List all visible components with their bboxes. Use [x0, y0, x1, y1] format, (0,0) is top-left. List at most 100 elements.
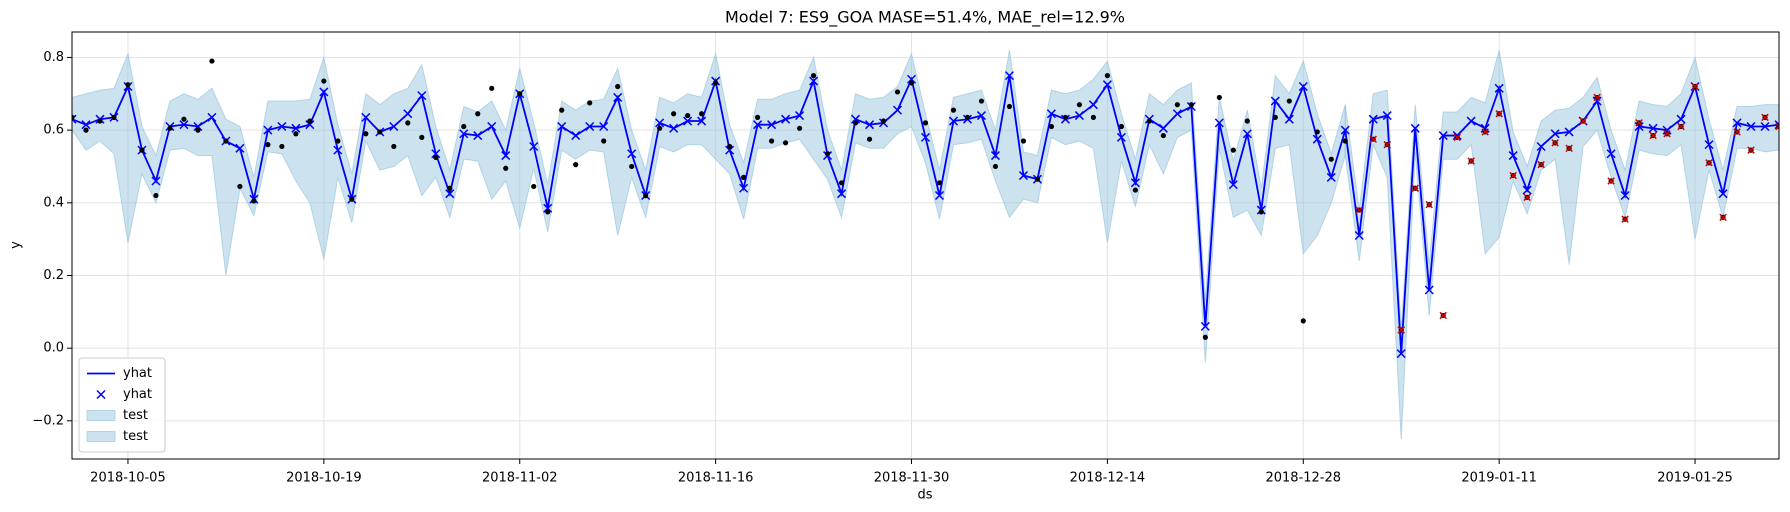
- test-point-cross: [1621, 215, 1629, 223]
- test-point: [1621, 215, 1629, 223]
- y-axis-label: y: [9, 241, 24, 249]
- test-point: [1481, 128, 1489, 136]
- forecast-marker: [1592, 96, 1602, 106]
- test-point-cross: [1775, 122, 1779, 131]
- forecast-marker: [781, 114, 791, 124]
- forecast-marker: [319, 87, 329, 97]
- forecast-marker: [1382, 111, 1392, 121]
- test-point: [1649, 131, 1657, 140]
- forecast-marker: [417, 91, 427, 101]
- forecast-marker: [1536, 141, 1546, 152]
- forecast-marker: [263, 125, 273, 135]
- forecast-marker: [948, 116, 959, 126]
- actual-point: [83, 127, 89, 133]
- actual-point: [559, 107, 565, 113]
- actual-point: [181, 116, 187, 122]
- x-tick-label: 2018-10-05: [90, 471, 166, 486]
- forecast-marker: [1228, 180, 1238, 190]
- actual-point: [1020, 138, 1027, 144]
- forecast-marker: [906, 74, 917, 84]
- actual-point: [335, 138, 341, 144]
- forecast-marker: [1550, 129, 1560, 139]
- actual-point: [447, 185, 453, 191]
- actual-point: [1188, 102, 1194, 108]
- forecast-marker: [1354, 230, 1364, 241]
- actual-point: [573, 162, 579, 168]
- x-tick-label: 2018-11-16: [678, 471, 754, 486]
- forecast-marker: [473, 131, 483, 141]
- test-point: [1565, 144, 1573, 153]
- forecast-marker: [571, 131, 581, 141]
- test-point: [1635, 119, 1643, 127]
- forecast-marker: [1018, 171, 1028, 181]
- forecast-marker: [179, 120, 189, 130]
- forecast-marker: [1438, 131, 1448, 141]
- forecast-marker: [1312, 134, 1322, 144]
- test-point-cross: [1747, 146, 1755, 154]
- test-point-cross: [1397, 326, 1405, 334]
- actual-point: [894, 89, 901, 95]
- forecast-marker: [837, 189, 847, 199]
- forecast-marker: [389, 121, 399, 132]
- forecast-marker: [1410, 123, 1420, 133]
- test-point-cross: [1649, 131, 1657, 140]
- legend-label: test: [123, 429, 148, 444]
- test-point: [1691, 82, 1699, 91]
- forecast-marker: [1424, 285, 1434, 295]
- test-point: [1425, 200, 1433, 209]
- forecast-marker: [445, 189, 455, 199]
- test-point: [1775, 122, 1779, 131]
- actual-point: [1076, 102, 1083, 108]
- test-point-cross: [1719, 213, 1727, 222]
- legend-label: yhat: [123, 366, 152, 381]
- test-point: [1439, 311, 1447, 320]
- actual-point: [964, 114, 971, 120]
- test-point: [1383, 140, 1391, 149]
- forecast-marker: [1074, 111, 1084, 121]
- confidence-band: [1344, 50, 1779, 440]
- forecast-marker: [920, 132, 931, 142]
- chart-title: Model 7: ES9_GOA MASE=51.4%, MAE_rel=12.…: [725, 8, 1125, 28]
- actual-point: [97, 118, 103, 124]
- forecast-marker: [725, 145, 735, 155]
- test-point-cross: [1705, 159, 1713, 167]
- actual-point: [1034, 176, 1041, 182]
- actual-point: [1104, 73, 1110, 79]
- x-tick-label: 2018-11-02: [482, 471, 558, 486]
- forecast-marker: [501, 151, 511, 161]
- forecast-marker: [1242, 129, 1252, 139]
- legend-label: yhat: [123, 387, 152, 402]
- test-point: [1523, 193, 1531, 202]
- actual-point: [810, 73, 817, 79]
- forecast-marker: [1046, 109, 1056, 119]
- test-point-cross: [1579, 117, 1587, 125]
- actual-point: [1174, 102, 1180, 108]
- actual-point: [699, 111, 705, 117]
- actual-point: [279, 143, 285, 150]
- forecast-marker: [892, 105, 903, 115]
- test-point-cross: [1551, 139, 1559, 147]
- forecast-marker: [753, 120, 763, 130]
- forecast-marker: [487, 121, 497, 132]
- test-point-cross: [1369, 135, 1377, 143]
- forecast-marker: [1480, 123, 1490, 133]
- test-point: [1705, 159, 1713, 167]
- legend-patch: [86, 431, 116, 442]
- forecast-marker: [291, 123, 301, 133]
- actual-point: [782, 140, 789, 146]
- actual-point: [1006, 103, 1013, 110]
- test-point-cross: [1481, 128, 1489, 136]
- forecast-marker: [865, 120, 875, 130]
- actual-point: [1090, 114, 1097, 120]
- forecast-marker: [1130, 178, 1140, 188]
- test-point-cross: [1467, 157, 1475, 165]
- forecast-marker: [809, 76, 819, 86]
- forecast-marker: [431, 149, 441, 159]
- forecast-marker: [1116, 132, 1126, 142]
- actual-point: [167, 125, 173, 131]
- forecast-marker: [81, 120, 91, 130]
- actual-point: [1314, 129, 1320, 135]
- test-point: [1747, 146, 1755, 154]
- actual-point: [978, 98, 985, 104]
- y-tick-label: 0.2: [43, 268, 64, 283]
